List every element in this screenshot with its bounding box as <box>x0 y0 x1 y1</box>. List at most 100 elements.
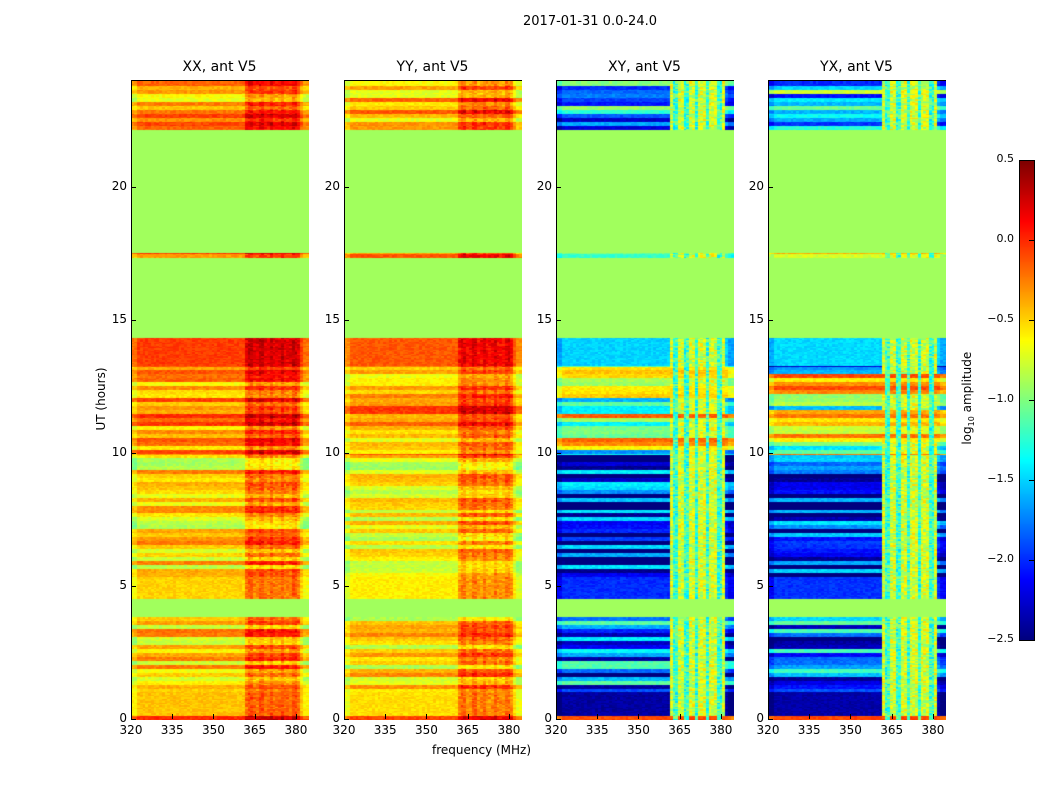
x-tick-mark <box>385 714 387 719</box>
colorbar-tick-mark <box>1029 640 1034 641</box>
heatmap-panel <box>768 80 946 720</box>
x-tick-mark <box>213 714 215 719</box>
y-tick-label: 5 <box>544 577 552 592</box>
heatmap-canvas <box>132 81 309 720</box>
heatmap-panel <box>131 80 309 720</box>
y-tick-label: 0 <box>332 711 340 725</box>
y-tick-mark <box>344 585 349 587</box>
x-tick-label: 380 <box>921 723 945 737</box>
colorbar-tick-label: −1.5 <box>987 472 1014 485</box>
x-tick-label: 350 <box>839 723 862 737</box>
heatmap-canvas <box>769 81 946 720</box>
colorbar-tick-mark <box>1029 560 1034 561</box>
x-tick-label: 320 <box>756 723 780 737</box>
x-tick-label: 380 <box>284 723 308 737</box>
colorbar-tick-label: −1.0 <box>987 392 1014 405</box>
x-tick-label: 320 <box>119 723 143 737</box>
heatmap-panel <box>344 80 522 720</box>
y-tick-label: 10 <box>748 444 764 459</box>
colorbar <box>1019 160 1035 641</box>
x-tick-label: 350 <box>627 723 650 737</box>
x-tick-mark <box>679 714 681 719</box>
y-tick-mark <box>344 452 349 454</box>
y-tick-mark <box>768 319 773 321</box>
colorbar-tick-label: −2.5 <box>987 632 1014 645</box>
y-tick-label: 15 <box>111 311 127 326</box>
x-tick-label: 335 <box>585 723 609 737</box>
heatmap-canvas <box>557 81 734 720</box>
x-tick-mark <box>254 714 256 719</box>
y-tick-mark <box>131 719 136 720</box>
colorbar-tick-label: 0.0 <box>996 232 1015 245</box>
y-tick-mark <box>556 719 561 720</box>
y-tick-label: 5 <box>756 577 764 592</box>
y-tick-label: 15 <box>748 311 764 326</box>
x-tick-label: 365 <box>456 723 480 737</box>
x-tick-label: 320 <box>544 723 568 737</box>
heatmap-panel <box>556 80 734 720</box>
y-tick-label: 20 <box>748 178 764 193</box>
heatmap-canvas <box>345 81 522 720</box>
y-tick-mark <box>556 186 561 188</box>
x-tick-mark <box>556 714 557 719</box>
x-tick-mark <box>597 714 599 719</box>
panel-title: XY, ant V5 <box>608 59 681 75</box>
y-tick-mark <box>768 719 773 720</box>
panel-title: XX, ant V5 <box>182 59 257 75</box>
panel-title: YX, ant V5 <box>820 59 893 75</box>
y-tick-label: 0 <box>119 711 127 725</box>
panel-title: YY, ant V5 <box>396 59 469 75</box>
x-tick-label: 365 <box>880 723 904 737</box>
x-tick-mark <box>768 714 769 719</box>
y-tick-label: 20 <box>111 178 127 193</box>
x-tick-mark <box>295 714 297 719</box>
colorbar-tick-label: −0.5 <box>987 312 1014 325</box>
x-tick-mark <box>809 714 811 719</box>
y-tick-label: 20 <box>324 178 340 193</box>
y-tick-mark <box>768 585 773 587</box>
y-tick-mark <box>556 319 561 321</box>
colorbar-tick-mark <box>1029 480 1034 481</box>
y-tick-mark <box>344 719 349 720</box>
x-axis-label: frequency (MHz) <box>432 743 532 757</box>
y-tick-mark <box>768 186 773 188</box>
colorbar-tick-mark <box>1029 400 1034 401</box>
x-tick-mark <box>426 714 428 719</box>
y-tick-label: 15 <box>536 311 552 326</box>
y-tick-mark <box>344 319 349 321</box>
x-tick-mark <box>131 714 132 719</box>
x-tick-mark <box>638 714 640 719</box>
x-tick-label: 380 <box>497 723 521 737</box>
y-tick-label: 0 <box>544 711 552 725</box>
x-tick-label: 335 <box>797 723 821 737</box>
y-tick-mark <box>131 452 136 454</box>
x-tick-mark <box>850 714 852 719</box>
y-tick-label: 0 <box>756 711 764 725</box>
y-tick-label: 10 <box>324 444 340 459</box>
x-tick-label: 365 <box>243 723 267 737</box>
x-tick-label: 320 <box>332 723 356 737</box>
colorbar-tick-mark <box>1029 320 1034 321</box>
y-tick-label: 10 <box>536 444 552 459</box>
colorbar-tick-mark <box>1029 240 1034 241</box>
x-tick-label: 335 <box>160 723 184 737</box>
y-axis-label: UT (hours) <box>94 367 108 431</box>
y-tick-label: 20 <box>536 178 552 193</box>
x-tick-label: 350 <box>202 723 225 737</box>
x-tick-label: 365 <box>668 723 692 737</box>
x-tick-label: 380 <box>709 723 733 737</box>
y-tick-mark <box>556 452 561 454</box>
y-tick-label: 10 <box>111 444 127 459</box>
figure-title: 2017-01-31 0.0-24.0 <box>523 14 657 29</box>
y-tick-label: 5 <box>332 577 340 592</box>
y-tick-mark <box>556 585 561 587</box>
x-tick-mark <box>720 714 722 719</box>
x-tick-mark <box>508 714 510 719</box>
x-tick-mark <box>344 714 345 719</box>
x-tick-label: 350 <box>415 723 438 737</box>
x-tick-mark <box>172 714 174 719</box>
y-tick-mark <box>344 186 349 188</box>
x-tick-mark <box>467 714 469 719</box>
colorbar-tick-label: −2.0 <box>987 552 1014 565</box>
